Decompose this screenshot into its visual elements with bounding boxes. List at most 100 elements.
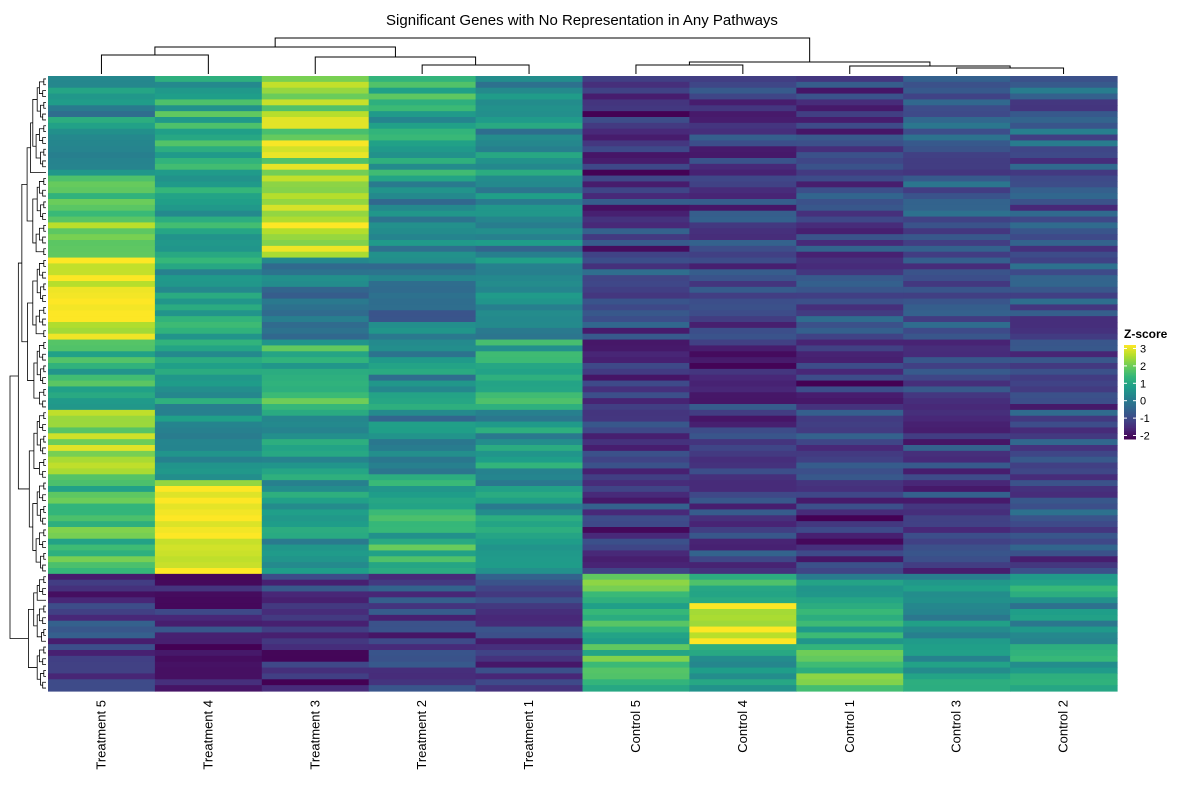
heatmap-cell <box>796 386 904 393</box>
heatmap-cell <box>689 140 797 147</box>
dendrogram-branch <box>42 271 46 279</box>
heatmap-cell <box>689 445 797 452</box>
heatmap-cell <box>1010 76 1118 83</box>
heatmap-cell <box>368 169 477 177</box>
heatmap-cell <box>796 491 904 499</box>
heatmap-cell <box>154 99 263 106</box>
heatmap-cell <box>261 251 370 259</box>
heatmap-cell <box>475 614 584 622</box>
heatmap-cell <box>368 591 477 598</box>
heatmap-cell <box>582 626 690 634</box>
heatmap-cell <box>796 181 904 188</box>
legend-color-step <box>1124 366 1136 369</box>
heatmap-cell <box>796 568 904 575</box>
heatmap-cell <box>475 556 584 563</box>
heatmap-cell <box>261 234 370 241</box>
heatmap-cell <box>689 351 797 358</box>
heatmap-cell <box>1010 316 1118 323</box>
heatmap-cell <box>796 556 904 563</box>
heatmap-cell <box>582 638 690 645</box>
heatmap-cell <box>48 339 156 347</box>
heatmap-cell <box>48 562 156 569</box>
heatmap-cell <box>796 210 904 218</box>
heatmap-cell <box>796 298 904 306</box>
heatmap-cell <box>1010 638 1118 645</box>
heatmap-cell <box>689 128 797 136</box>
legend-color-step <box>1124 417 1136 420</box>
heatmap-cell <box>368 527 477 534</box>
heatmap-cell <box>154 450 263 458</box>
heatmap-cell <box>154 345 263 352</box>
heatmap-cell <box>48 169 156 177</box>
heatmap-cell <box>475 310 584 317</box>
heatmap-cell <box>154 544 263 552</box>
heatmap-cell <box>48 122 156 130</box>
heatmap-cell <box>368 275 477 282</box>
heatmap-cell <box>903 163 1011 171</box>
heatmap-cell <box>1010 363 1118 370</box>
heatmap-cell <box>689 591 797 598</box>
heatmap-cell <box>368 474 477 481</box>
heatmap-cell <box>903 298 1011 306</box>
heatmap-cell <box>582 76 690 83</box>
heatmap-cell <box>48 597 156 604</box>
heatmap-cell <box>368 685 477 692</box>
dendrogram-branch <box>42 541 46 548</box>
heatmap-cell <box>903 409 1011 417</box>
dendrogram-branch <box>43 506 46 513</box>
heatmap-cell <box>154 556 263 563</box>
heatmap-cell <box>475 99 584 106</box>
heatmap-cell <box>582 556 690 563</box>
heatmap-cell <box>368 609 477 616</box>
heatmap-cell <box>154 228 263 235</box>
heatmap-cell <box>689 163 797 171</box>
heatmap-cell <box>261 327 370 335</box>
heatmap-cell <box>261 597 370 604</box>
dendrogram-branch <box>39 462 44 475</box>
heatmap-cell <box>903 532 1011 540</box>
heatmap-cell <box>903 392 1011 399</box>
heatmap-cell <box>796 363 904 370</box>
dendrogram-branch <box>32 503 38 551</box>
heatmap-cell <box>261 603 370 610</box>
heatmap-cell <box>689 210 797 218</box>
heatmap-cell <box>582 327 690 335</box>
heatmap-cell <box>48 421 156 429</box>
heatmap-cell <box>1010 117 1118 124</box>
heatmap-cell <box>582 234 690 241</box>
heatmap-cell <box>48 193 156 200</box>
heatmap-cell <box>582 679 690 686</box>
heatmap-cell <box>582 661 690 669</box>
dendrogram-branch <box>43 201 46 209</box>
heatmap-cell <box>475 679 584 686</box>
heatmap-cell <box>48 614 156 622</box>
heatmap-cell <box>261 655 370 663</box>
heatmap-cell <box>796 99 904 106</box>
heatmap-cell <box>475 568 584 575</box>
heatmap-cell <box>1010 146 1118 153</box>
heatmap-cell <box>368 374 477 382</box>
dendrogram-branch <box>43 283 46 291</box>
heatmap-cell <box>903 187 1011 194</box>
heatmap-cell <box>582 281 690 288</box>
legend-color-step <box>1124 413 1136 416</box>
dendrogram-branch <box>635 64 744 74</box>
heatmap-cell <box>48 146 156 153</box>
heatmap-cell <box>1010 579 1118 587</box>
dendrogram-branch <box>42 353 46 361</box>
legend-color-step <box>1124 395 1136 398</box>
heatmap-cell <box>48 392 156 399</box>
heatmap-cell <box>368 310 477 317</box>
heatmap-cell <box>154 245 263 253</box>
heatmap-cell <box>582 409 690 417</box>
dendrogram-branch <box>43 224 46 232</box>
heatmap-cell <box>903 386 1011 393</box>
heatmap-cell <box>1010 204 1118 212</box>
legend-color-step <box>1124 428 1136 431</box>
legend-color-step <box>1124 401 1136 404</box>
heatmap-cell <box>582 93 690 101</box>
heatmap-cell <box>903 304 1011 311</box>
heatmap-cell <box>903 81 1011 89</box>
heatmap-cell <box>582 257 690 265</box>
